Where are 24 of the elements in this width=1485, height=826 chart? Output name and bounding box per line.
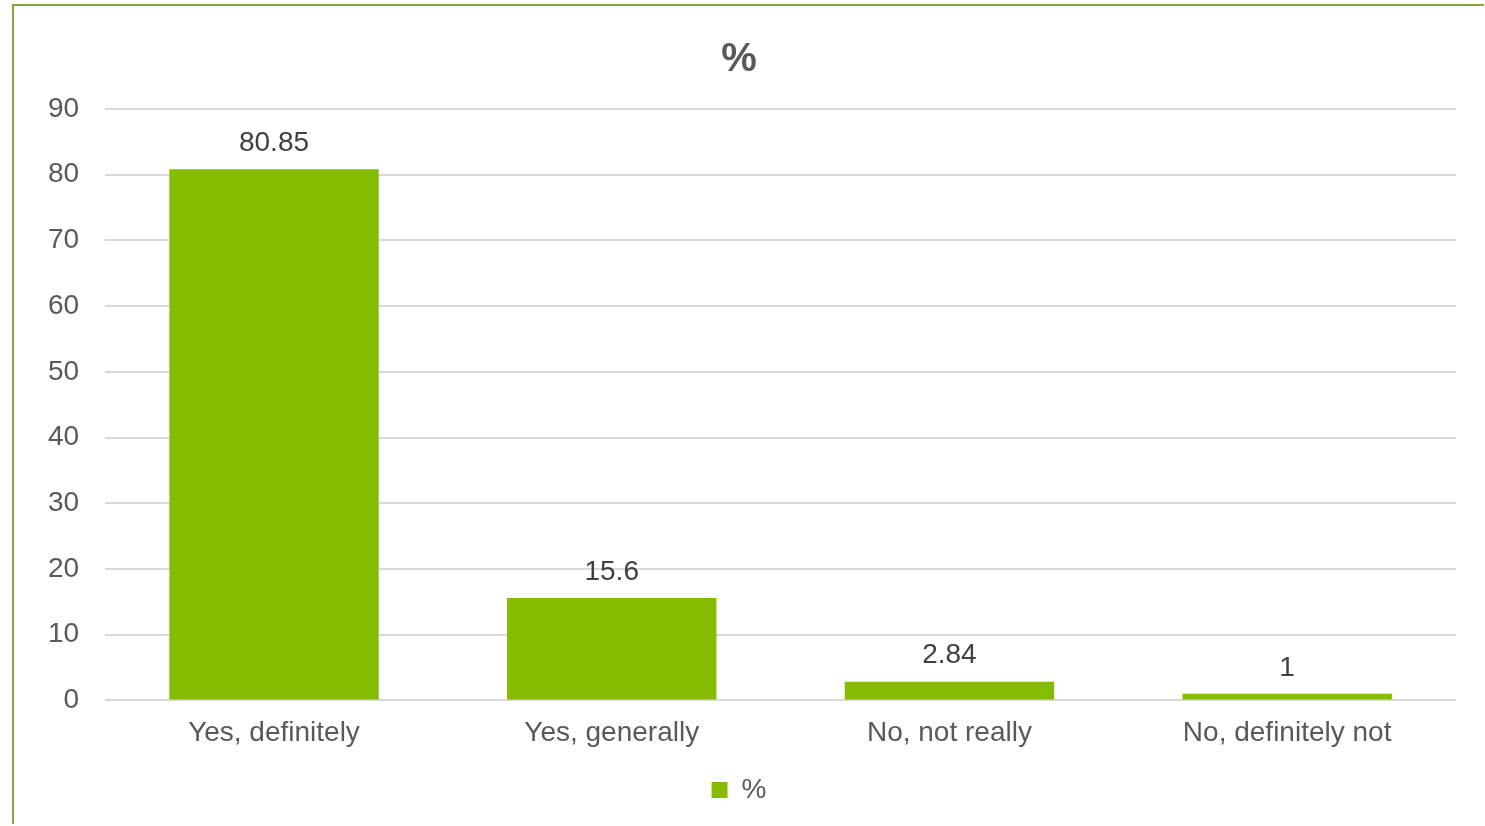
- chart-title: %: [721, 35, 757, 80]
- data-label: 80.85: [238, 125, 310, 157]
- x-tick-label: No, not really: [866, 715, 1032, 747]
- data-label: 1: [1279, 650, 1295, 682]
- y-tick-label: 70: [47, 223, 80, 255]
- data-label: 2.84: [922, 638, 977, 670]
- y-tick-label: 50: [47, 354, 80, 386]
- data-label: 15.6: [584, 554, 639, 586]
- y-tick-label: 30: [47, 485, 80, 517]
- y-tick-label: 90: [47, 91, 80, 123]
- y-tick-label: 10: [47, 617, 80, 649]
- y-tick-label: 40: [47, 420, 80, 452]
- legend-label: %: [741, 772, 767, 804]
- x-tick-label: Yes, generally: [524, 715, 700, 747]
- y-tick-label: 80: [47, 157, 80, 189]
- y-tick-label: 0: [63, 683, 80, 715]
- bar: [1182, 693, 1392, 700]
- x-tick-label: Yes, definitely: [188, 715, 360, 747]
- y-tick-label: 60: [47, 288, 80, 320]
- x-tick-label: No, definitely not: [1182, 715, 1392, 747]
- y-tick-label: 20: [47, 551, 80, 583]
- bar: [844, 681, 1055, 700]
- bar: [507, 597, 717, 700]
- bar: [169, 169, 379, 700]
